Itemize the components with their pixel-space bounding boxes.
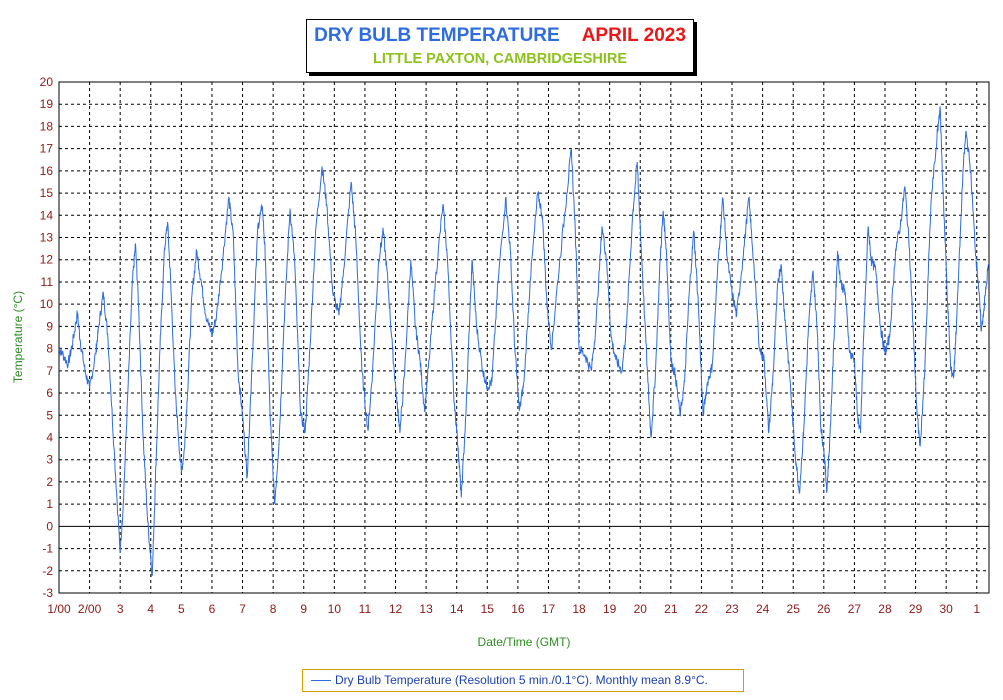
x-tick-label: 9 [300, 602, 307, 616]
y-tick-label: 12 [40, 253, 54, 267]
y-tick-label: 11 [41, 275, 54, 289]
y-axis-title: Temperature (°C) [11, 291, 25, 383]
series-line [58, 106, 989, 577]
x-tick-label: 18 [572, 602, 586, 616]
x-tick-label: 14 [450, 602, 464, 616]
x-tick-label: 4 [147, 602, 154, 616]
y-tick-label: 3 [46, 453, 53, 467]
x-tick-label: 10 [328, 602, 342, 616]
x-tick-label: 8 [270, 602, 277, 616]
x-tick-label: 19 [603, 602, 617, 616]
chart-title-main: DRY BULB TEMPERATURE [314, 25, 560, 46]
y-tick-label: 17 [40, 142, 54, 156]
y-tick-label: -3 [42, 586, 53, 600]
y-tick-label: -2 [42, 564, 53, 578]
chart-title: DRY BULB TEMPERATURE APRIL 2023 [307, 25, 693, 47]
x-tick-label: 29 [909, 602, 923, 616]
y-tick-label: 14 [40, 208, 54, 222]
x-tick-label: 17 [542, 602, 556, 616]
y-tick-label: 6 [46, 386, 53, 400]
y-tick-label: 1 [46, 497, 53, 511]
y-tick-label: 20 [40, 75, 54, 89]
y-tick-label: 18 [40, 119, 54, 133]
y-tick-label: 16 [40, 164, 54, 178]
x-tick-label: 7 [239, 602, 246, 616]
legend: Dry Bulb Temperature (Resolution 5 min./… [302, 669, 744, 692]
x-tick-label: 3 [117, 602, 124, 616]
x-tick-label: 2/00 [78, 602, 102, 616]
y-tick-label: -1 [42, 542, 53, 556]
x-tick-label: 20 [634, 602, 648, 616]
y-tick-label: 19 [40, 97, 54, 111]
x-tick-label: 16 [511, 602, 525, 616]
plot-area [58, 81, 990, 594]
grid-lines [58, 81, 989, 594]
x-axis-title: Date/Time (GMT) [478, 635, 571, 649]
x-tick-label: 12 [389, 602, 403, 616]
chart-subtitle-location: LITTLE PAXTON, CAMBRIDGESHIRE [372, 51, 628, 67]
x-tick-label: 22 [695, 602, 709, 616]
y-tick-label: 8 [46, 342, 53, 356]
x-tick-label: 27 [848, 602, 862, 616]
x-tick-label: 13 [419, 602, 433, 616]
x-tick-label: 25 [787, 602, 801, 616]
series-line-layer [58, 106, 989, 577]
legend-swatch [311, 680, 331, 681]
x-tick-label: 1/00 [47, 602, 71, 616]
y-tick-label: 5 [46, 408, 53, 422]
y-tick-label: 10 [40, 297, 54, 311]
x-tick-label: 6 [209, 602, 216, 616]
y-tick-label: 0 [46, 519, 53, 533]
x-tick-label: 21 [664, 602, 678, 616]
legend-text: Dry Bulb Temperature (Resolution 5 min./… [335, 673, 708, 687]
x-tick-label: 26 [817, 602, 831, 616]
x-tick-label: 23 [725, 602, 739, 616]
y-tick-label: 7 [46, 364, 53, 378]
x-tick-label: 28 [878, 602, 892, 616]
x-tick-labels: 1/00 2/00 3 4 5 6 7 8 9 10 11 12 13 14 15 16 17 18 19 20 21 2… [47, 602, 980, 616]
x-tick-label: 24 [756, 602, 770, 616]
x-tick-label: 15 [481, 602, 495, 616]
x-tick-label: 1 [973, 602, 980, 616]
plot-border [58, 81, 990, 594]
x-tick-label: 5 [178, 602, 185, 616]
x-tick-label: 30 [939, 602, 953, 616]
y-tick-label: 9 [46, 319, 53, 333]
y-tick-label: 15 [40, 186, 54, 200]
chart-title-date: APRIL 2023 [581, 25, 686, 46]
x-tick-label: 11 [359, 602, 372, 616]
title-box: DRY BULB TEMPERATURE APRIL 2023 LITTLE PA… [306, 19, 694, 73]
y-tick-label: 13 [40, 231, 54, 245]
y-tick-label: 4 [46, 430, 53, 444]
y-tick-label: 2 [46, 475, 53, 489]
